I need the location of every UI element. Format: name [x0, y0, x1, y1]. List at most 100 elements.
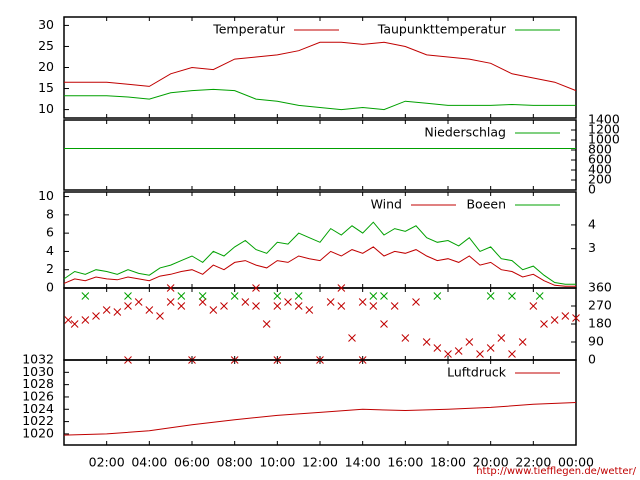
scatter-point	[476, 350, 484, 358]
scatter-point	[145, 306, 154, 314]
legend-label: Wind	[371, 197, 402, 212]
scatter-point	[369, 292, 378, 300]
y-tick-label: 1030	[22, 364, 54, 379]
scatter-point	[252, 284, 260, 292]
legend-label: Luftdruck	[447, 365, 507, 380]
y-tick-label: 15	[38, 80, 54, 95]
scatter-point	[529, 302, 538, 310]
y-tick-label: 4	[46, 243, 54, 258]
series-line	[63, 246, 576, 287]
scatter-point	[508, 292, 516, 300]
y-tick-label: 1028	[22, 376, 54, 391]
scatter-point	[550, 316, 559, 324]
scatter-point	[465, 338, 474, 346]
x-tick-label: 10:00	[259, 455, 295, 470]
scatter-point	[198, 292, 207, 300]
scatter-point	[337, 302, 346, 310]
scatter-point	[124, 302, 132, 310]
x-tick-label: 18:00	[430, 455, 466, 470]
y-tick-label: 1032	[22, 352, 54, 367]
y-tick-label: 200	[588, 172, 612, 187]
scatter-point	[422, 338, 431, 346]
scatter-point	[454, 347, 463, 355]
y-tick-label: 1024	[22, 401, 54, 416]
scatter-point	[252, 302, 260, 310]
y-tick-label: 30	[38, 17, 54, 32]
y2-tick-label: 4	[588, 216, 596, 231]
scatter-point	[401, 334, 410, 342]
scatter-point	[305, 306, 314, 314]
y-tick-label: 6	[46, 225, 54, 240]
x-tick-label: 12:00	[302, 455, 338, 470]
scatter-point	[518, 338, 527, 346]
x-tick-label: 06:00	[174, 455, 210, 470]
scatter-point	[497, 334, 506, 342]
x-tick-label: 14:00	[345, 455, 381, 470]
y-tick-label: 2	[46, 261, 54, 276]
y-tick-label: 10	[38, 188, 54, 203]
scatter-point	[70, 320, 79, 328]
scatter-point	[294, 302, 303, 310]
scatter-point	[241, 298, 250, 306]
x-tick-label: 22:00	[515, 455, 551, 470]
scatter-point	[337, 284, 346, 292]
scatter-point	[166, 284, 175, 292]
scatter-point	[390, 302, 399, 310]
y-tick-label: 270	[588, 298, 612, 313]
x-tick-label: 00:00	[558, 455, 594, 470]
y-tick-label: 0	[588, 182, 596, 197]
scatter-point	[198, 298, 207, 306]
panel-frame	[63, 287, 577, 361]
scatter-point	[380, 320, 388, 328]
scatter-point	[220, 302, 228, 310]
scatter-point	[572, 314, 580, 322]
scatter-point	[433, 344, 442, 352]
y-tick-label: 1020	[22, 425, 54, 440]
y-tick-label: 600	[588, 152, 612, 167]
scatter-point	[294, 292, 303, 300]
y-tick-label: 360	[588, 280, 612, 295]
series-line	[64, 41, 577, 92]
y-tick-label: 0	[588, 352, 596, 367]
scatter-point	[540, 320, 548, 328]
scatter-point	[369, 302, 378, 310]
scatter-point	[433, 292, 442, 300]
scatter-point	[177, 292, 186, 300]
scatter-point	[102, 306, 111, 314]
scatter-point	[134, 298, 143, 306]
scatter-point	[81, 292, 90, 300]
x-tick-label: 16:00	[387, 455, 423, 470]
legend-label: Taupunkttemperatur	[377, 22, 507, 37]
scatter-point	[81, 316, 90, 324]
scatter-point	[92, 312, 100, 320]
scatter-point	[486, 292, 495, 300]
scatter-point	[273, 292, 282, 300]
y-tick-label: 1022	[22, 413, 54, 428]
scatter-point	[64, 316, 73, 324]
scatter-point	[284, 298, 292, 306]
legend-label: Niederschlag	[424, 125, 506, 140]
x-tick-label: 20:00	[473, 455, 509, 470]
x-tick-label: 08:00	[217, 455, 253, 470]
scatter-point	[166, 298, 175, 306]
y-tick-label: 1000	[588, 132, 620, 147]
scatter-point	[113, 308, 122, 316]
y-tick-label: 25	[38, 38, 54, 53]
scatter-point	[262, 320, 271, 328]
scatter-point	[177, 302, 186, 310]
legend-label: Temperatur	[212, 22, 286, 37]
y-tick-label: 10	[38, 101, 54, 116]
scatter-point	[348, 334, 356, 342]
footer-url: http://www.tiefflegen.de/wetter/	[476, 466, 636, 477]
y-tick-label: 1026	[22, 388, 54, 403]
y-tick-label: 1400	[588, 112, 620, 127]
y-tick-label: 400	[588, 162, 612, 177]
x-tick-label: 04:00	[131, 455, 167, 470]
y-tick-label: 90	[588, 334, 604, 349]
scatter-point	[486, 344, 495, 352]
legend-label: Boeen	[466, 197, 506, 212]
series-line	[63, 221, 576, 285]
scatter-point	[273, 302, 282, 310]
series-line	[63, 402, 577, 436]
